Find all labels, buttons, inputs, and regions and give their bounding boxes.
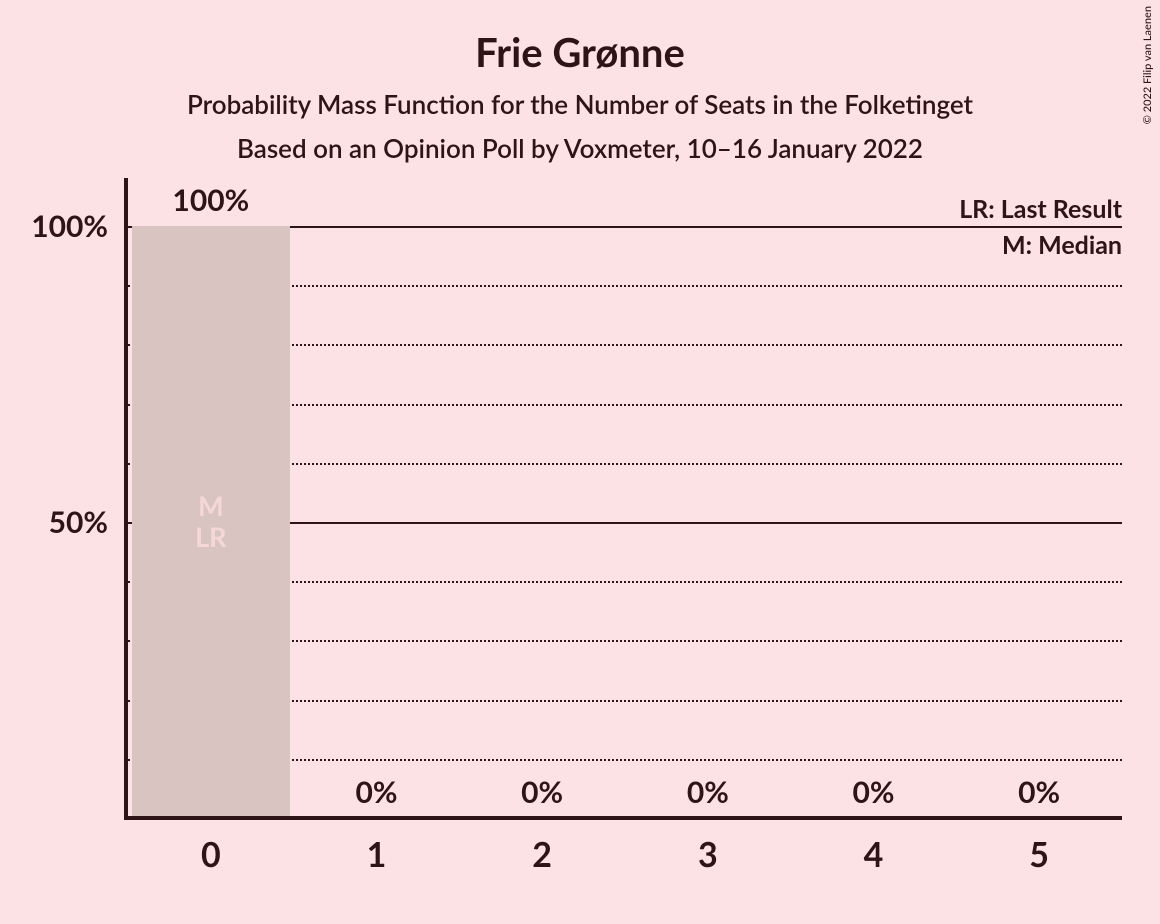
y-axis-label: 100%	[31, 208, 128, 244]
chart-title: Frie Grønne	[0, 28, 1160, 76]
x-axis-label: 3	[698, 818, 718, 875]
x-axis-label: 1	[367, 818, 387, 875]
legend-median: M: Median	[1002, 230, 1122, 260]
x-axis-label: 5	[1029, 818, 1049, 875]
chart-subtitle-2: Based on an Opinion Poll by Voxmeter, 10…	[0, 132, 1160, 164]
x-axis-label: 0	[201, 818, 221, 875]
bar-value-label: 0%	[521, 774, 563, 810]
bar-inner-label: MLR	[195, 490, 226, 552]
bar-value-label: 100%	[172, 182, 249, 218]
x-axis-label: 4	[864, 818, 884, 875]
bar-value-label: 0%	[687, 774, 729, 810]
copyright-label: © 2022 Filip van Laenen	[1141, 6, 1154, 124]
bar-value-label: 0%	[356, 774, 398, 810]
y-axis-label: 50%	[49, 504, 128, 540]
bar-value-label: 0%	[853, 774, 895, 810]
bar-value-label: 0%	[1018, 774, 1060, 810]
legend-last-result: LR: Last Result	[959, 194, 1122, 224]
plot-area: 50%100%MLR100%00%10%20%30%40%5LR: Last R…	[128, 226, 1122, 818]
x-axis-label: 2	[532, 818, 552, 875]
bar: MLR	[132, 226, 289, 818]
y-axis	[124, 178, 128, 820]
x-axis	[124, 816, 1122, 820]
chart-subtitle-1: Probability Mass Function for the Number…	[0, 88, 1160, 120]
